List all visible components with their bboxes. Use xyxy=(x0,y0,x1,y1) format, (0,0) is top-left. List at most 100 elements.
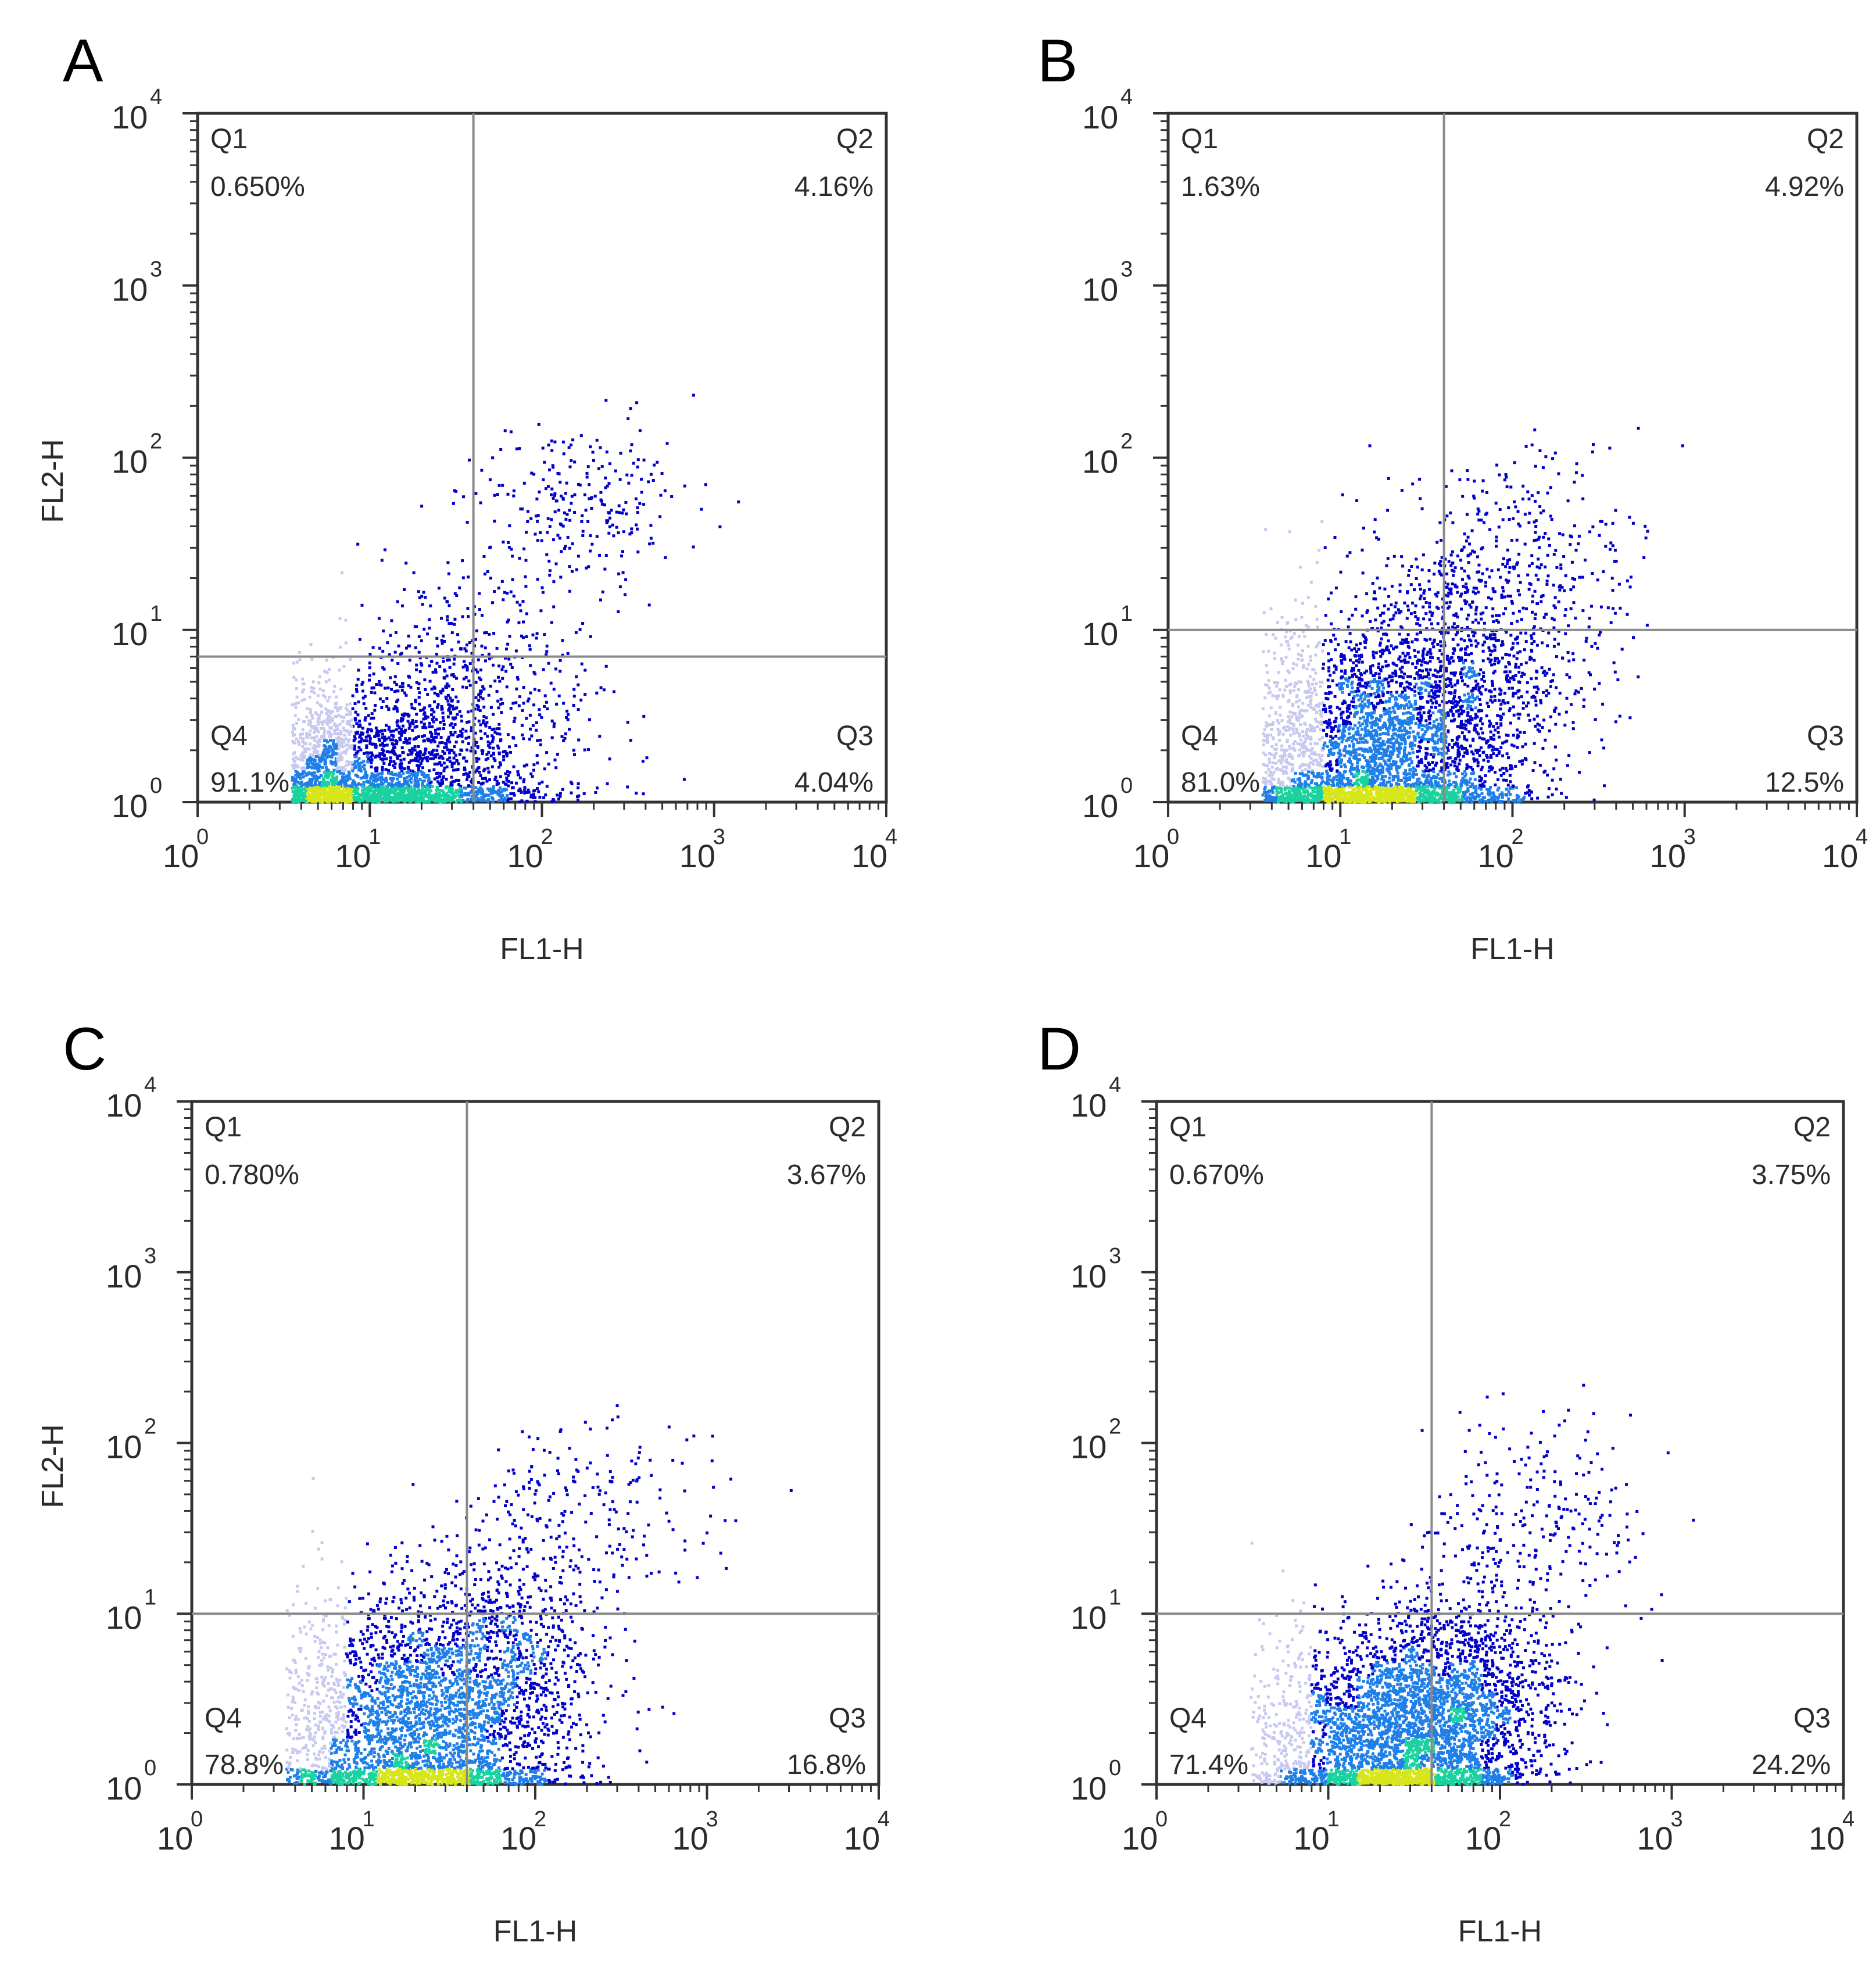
data-point xyxy=(428,795,432,798)
data-point xyxy=(454,741,458,744)
data-point xyxy=(1318,753,1320,757)
data-point xyxy=(413,707,417,710)
data-point xyxy=(293,733,296,736)
data-point xyxy=(441,642,444,645)
data-point xyxy=(303,698,306,701)
data-point xyxy=(500,711,503,714)
data-point xyxy=(333,788,336,791)
data-point xyxy=(542,478,545,481)
data-point xyxy=(621,571,625,574)
data-point xyxy=(383,728,386,732)
data-point xyxy=(325,718,329,721)
data-point xyxy=(607,531,611,535)
data-point xyxy=(424,749,427,752)
data-point xyxy=(462,677,466,681)
data-point xyxy=(523,789,527,792)
data-point xyxy=(389,756,392,760)
data-point xyxy=(325,772,328,775)
data-point xyxy=(481,752,484,756)
data-point xyxy=(1419,746,1422,749)
data-point xyxy=(1398,727,1401,730)
data-point xyxy=(363,763,366,767)
data-point xyxy=(498,679,502,683)
data-point xyxy=(547,763,550,766)
data-point xyxy=(550,800,554,803)
data-point xyxy=(619,452,622,455)
data-point xyxy=(378,683,381,686)
data-point xyxy=(500,790,503,793)
data-point xyxy=(474,786,478,789)
data-point xyxy=(682,778,686,781)
data-point xyxy=(1287,671,1291,674)
data-point xyxy=(1495,748,1499,751)
data-point xyxy=(370,796,373,799)
data-point xyxy=(477,699,481,702)
data-point xyxy=(328,735,331,738)
data-point xyxy=(331,753,334,756)
data-point xyxy=(464,736,468,740)
data-point xyxy=(409,800,412,803)
data-point xyxy=(378,776,382,779)
data-point xyxy=(514,649,518,653)
data-point xyxy=(539,531,542,534)
data-point xyxy=(353,762,357,766)
data-point xyxy=(538,796,542,799)
data-point xyxy=(299,754,303,757)
data-point xyxy=(621,512,624,515)
data-point xyxy=(1435,776,1438,779)
data-point xyxy=(474,750,477,754)
data-point xyxy=(506,733,510,736)
data-point xyxy=(1358,741,1361,745)
data-point xyxy=(573,511,577,514)
data-point xyxy=(1369,735,1373,738)
data-point xyxy=(311,725,314,728)
data-point xyxy=(398,774,401,778)
data-point xyxy=(380,784,384,787)
data-point xyxy=(446,618,449,622)
data-point xyxy=(433,777,436,781)
data-point xyxy=(617,572,621,575)
data-point xyxy=(1365,780,1368,784)
data-point xyxy=(523,791,527,795)
data-point xyxy=(439,721,442,724)
data-point xyxy=(621,550,624,553)
data-point xyxy=(473,743,477,747)
data-point xyxy=(294,777,298,781)
data-point xyxy=(388,653,391,656)
data-point xyxy=(369,728,373,732)
data-point xyxy=(395,786,398,789)
data-point xyxy=(449,748,452,752)
data-point xyxy=(302,799,305,802)
data-point xyxy=(1324,791,1328,794)
data-point xyxy=(1326,697,1330,700)
data-point xyxy=(1435,734,1439,738)
data-point xyxy=(521,636,525,639)
data-point xyxy=(334,706,337,709)
data-point xyxy=(540,716,543,719)
data-point xyxy=(598,553,601,557)
data-point xyxy=(1549,715,1552,718)
data-point xyxy=(339,645,342,649)
data-point xyxy=(398,763,402,766)
data-point xyxy=(1332,752,1336,755)
data-point xyxy=(305,762,309,766)
data-point xyxy=(554,766,558,770)
data-point xyxy=(365,790,368,793)
data-point xyxy=(608,525,611,528)
data-point xyxy=(347,763,350,766)
data-point xyxy=(427,774,430,777)
data-point xyxy=(1361,678,1364,682)
data-point xyxy=(1528,793,1531,797)
data-point xyxy=(412,571,416,574)
data-point xyxy=(330,711,333,715)
data-point xyxy=(1326,779,1329,783)
data-point xyxy=(1262,777,1265,780)
data-point xyxy=(330,792,333,795)
data-point xyxy=(422,717,425,721)
data-point xyxy=(1440,777,1443,780)
data-point xyxy=(449,760,452,763)
data-point xyxy=(580,662,583,666)
data-point xyxy=(363,718,367,722)
data-point xyxy=(1397,608,1400,611)
data-point xyxy=(320,799,324,802)
